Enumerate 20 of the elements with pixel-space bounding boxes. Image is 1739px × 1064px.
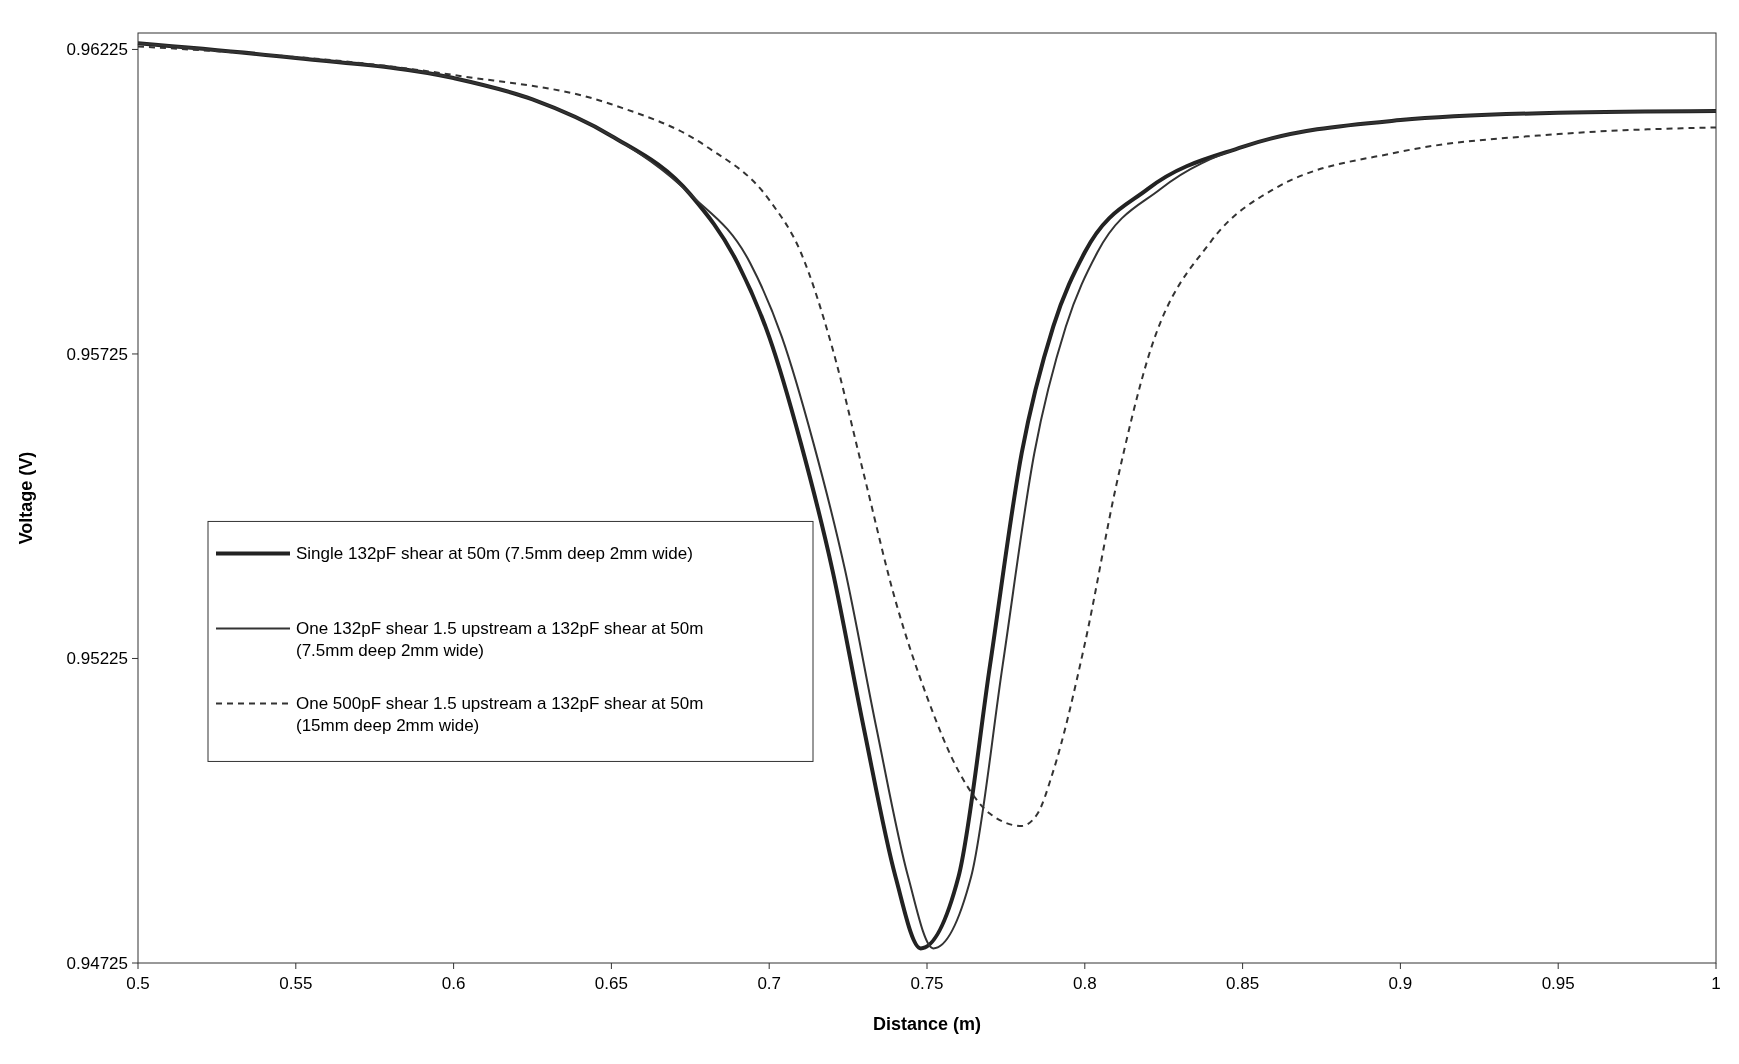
x-tick-label: 0.5: [126, 974, 150, 993]
x-tick-label: 1: [1711, 974, 1721, 993]
x-tick-label: 0.55: [279, 974, 313, 993]
x-tick-label: 0.7: [757, 974, 782, 993]
x-tick-label: 0.65: [594, 974, 628, 993]
y-tick-label: 0.96225: [66, 40, 128, 60]
x-tick-label: 0.85: [1226, 974, 1260, 993]
x-axis-title: Distance (m): [872, 1014, 982, 1034]
y-axis-title: Voltage (V): [16, 451, 36, 545]
x-tick-label: 0.75: [910, 974, 944, 993]
x-tick-label: 0.6: [441, 974, 466, 993]
x-tick-label: 0.9: [1388, 974, 1413, 993]
legend-label: One 500pF shear 1.5 upstream a 132pF shear at 50m (15mm deep 2mm wide): [296, 694, 704, 736]
y-tick-label: 0.94725: [66, 954, 128, 973]
legend-label: Single 132pF shear at 50m (7.5mm deep 2mm wide): [296, 544, 693, 564]
x-tick-label: 0.8: [1072, 974, 1097, 993]
y-tick-label: 0.95725: [66, 344, 128, 364]
x-tick-label: 0.95: [1541, 974, 1575, 993]
legend-label: One 132pF shear 1.5 upstream a 132pF shear at 50m (7.5mm deep 2mm wide): [296, 619, 704, 661]
y-tick-label: 0.95225: [66, 649, 128, 669]
